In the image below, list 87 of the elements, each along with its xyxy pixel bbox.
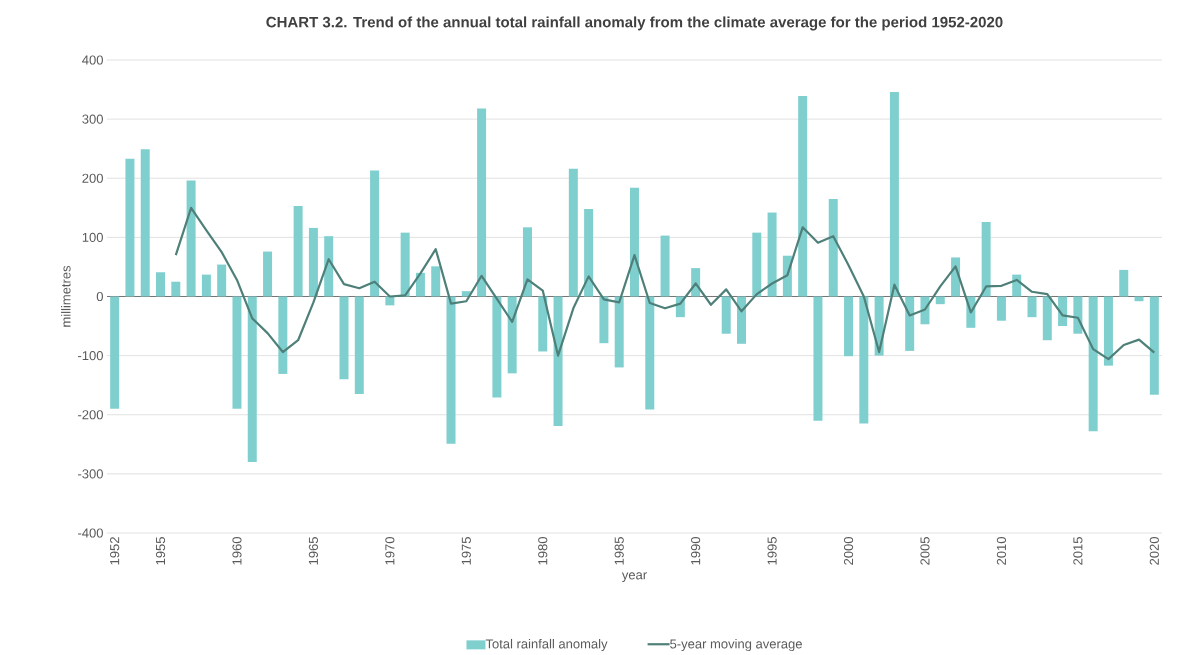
bar [247,296,257,463]
bar [522,227,532,297]
x-tick-label: 2010 [996,537,1007,565]
bar [370,170,380,297]
y-tick-label: -100 [78,351,103,361]
bar [828,198,838,297]
bar [645,296,655,410]
bar [752,232,762,297]
x-tick-label: 2020 [1149,537,1159,565]
bar [1149,296,1159,395]
y-tick-label: 400 [82,55,103,65]
x-tick-label: 1980 [538,537,548,565]
bar [171,281,181,297]
x-tick-label: 1965 [308,537,319,565]
bar [889,91,899,297]
bar [125,158,135,297]
bar [446,296,456,444]
bar [431,266,441,297]
bar [278,296,288,374]
bar [629,187,639,297]
bar [400,232,410,297]
y-tick-label: 0 [96,291,103,302]
bar [905,296,915,351]
bar [1088,296,1098,432]
bar [324,236,334,297]
bar [767,212,777,297]
bar [217,264,227,297]
x-tick-label: 1990 [691,537,701,565]
bar [156,272,166,297]
bar [492,296,502,398]
bar [201,274,211,297]
bar [308,227,318,297]
bar [844,296,854,357]
x-tick-label: 1960 [232,537,242,565]
legend-label: Total rainfall anomaly [485,638,608,652]
bar [186,180,196,297]
x-tick-label: 1955 [155,537,166,565]
bar [981,221,991,297]
x-tick-label: 2000 [843,537,854,565]
bar [737,296,747,344]
y-tick-label: -300 [78,469,103,479]
bar [1119,269,1129,297]
bar [293,206,303,297]
bar [553,296,563,426]
x-tick-label: 1952 [110,537,120,565]
bar [1073,296,1083,334]
y-tick-label: 200 [82,173,103,183]
x-tick-label: 1995 [767,537,777,565]
y-tick-label: -400 [78,528,103,538]
bar [385,296,395,306]
bar [477,108,487,297]
bar [614,296,624,368]
y-axis-title: millimetres [61,265,71,327]
bar [798,96,808,297]
bar [660,235,670,297]
bar [935,296,945,305]
bar [599,296,609,344]
bar [1103,296,1113,366]
x-tick-label: 1985 [614,537,624,565]
bar [584,208,594,297]
bar [1027,296,1037,318]
bar [721,296,731,334]
line-series [174,206,1156,361]
bar [1042,296,1052,341]
bar [232,296,242,409]
y-tick-label: 300 [82,114,103,124]
bar [263,251,273,297]
bar [813,296,823,421]
bar [996,296,1006,321]
x-tick-label: 1970 [385,537,395,565]
bar [110,296,120,409]
x-tick-label: 2005 [920,537,930,565]
bar [354,296,364,395]
chart-title: CHART 3.2. Trend of the annual total rainfall anomaly from the climate average for the period 1952-2020 [266,16,1003,31]
y-tick-label: -200 [78,410,103,420]
bar [507,296,517,374]
legend-label: 5-year moving average [670,638,802,652]
bar [568,168,578,297]
bar [339,296,349,380]
bar [859,296,869,424]
x-tick-label: 2015 [1073,537,1083,565]
bar [1134,296,1144,302]
x-axis-title: year [621,572,647,582]
bar [538,296,548,352]
x-tick-label: 1975 [461,537,471,565]
bar [140,149,150,297]
y-tick-label: 100 [82,232,103,242]
